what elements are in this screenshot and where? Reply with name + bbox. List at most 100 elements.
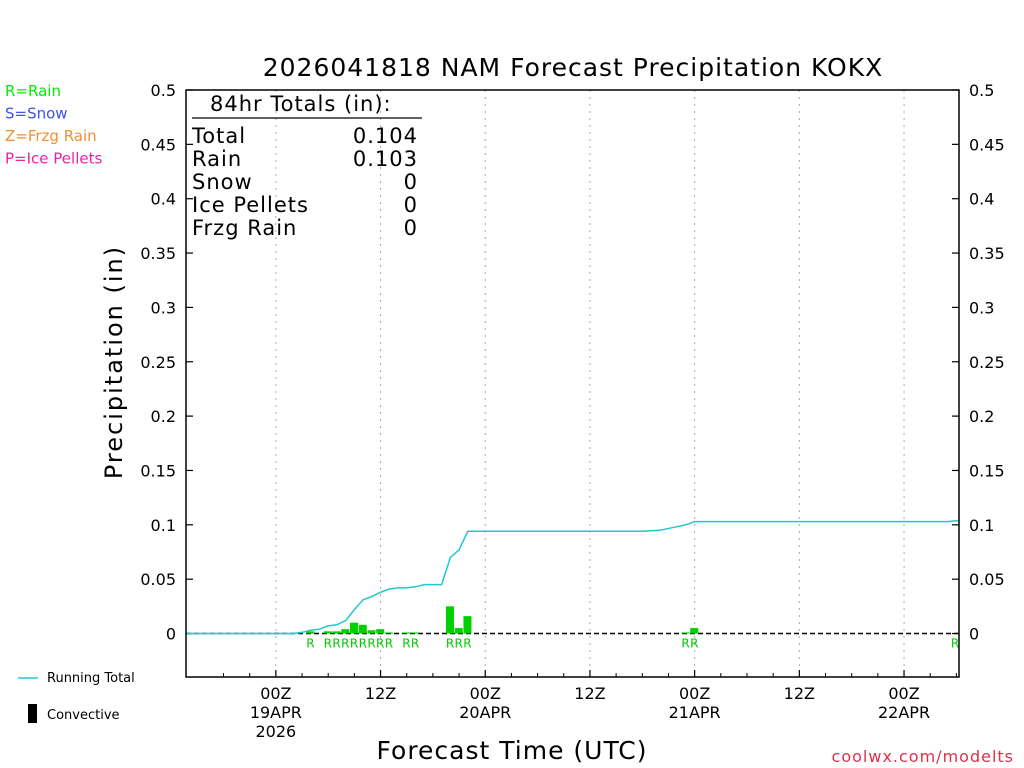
totals-row-label: Snow <box>192 170 253 194</box>
totals-row-value: 0.103 <box>353 147 418 171</box>
y-tick-label-right: 0.4 <box>969 190 994 209</box>
y-tick-label-left: 0.15 <box>140 461 176 480</box>
precip-bar <box>402 632 411 634</box>
y-tick-label-left: 0.25 <box>140 353 176 372</box>
y-tick-label-right: 0.1 <box>969 516 994 535</box>
y-tick-label-left: 0.45 <box>140 135 176 154</box>
ptype-mark: R <box>402 637 410 651</box>
precip-bar <box>411 632 420 634</box>
x-tick-label: 20APR <box>459 703 511 722</box>
y-tick-label-left: 0.35 <box>140 244 176 263</box>
ptype-mark: R <box>681 637 689 651</box>
y-tick-label-left: 0.05 <box>140 570 176 589</box>
y-tick-label-left: 0.1 <box>151 516 176 535</box>
x-tick-label: 12Z <box>365 684 396 703</box>
ptype-mark: R <box>463 637 471 651</box>
totals-box: 84hr Totals (in): Total 0.104 Rain 0.103 Sno… <box>191 92 422 240</box>
ptype-mark: R <box>455 637 463 651</box>
precip-bars <box>306 606 699 634</box>
y-tick-label-right: 0.3 <box>969 298 994 317</box>
y-tick-label-left: 0.4 <box>151 190 176 209</box>
vertical-gridlines <box>275 90 905 677</box>
x-tick-label: 2026 <box>256 722 297 741</box>
ptype-mark: R <box>359 637 367 651</box>
ptype-mark: R <box>385 637 393 651</box>
ptype-mark: R <box>411 637 419 651</box>
legend-entry: R=Rain <box>5 82 61 100</box>
bottom-legend: Running Total Convective <box>18 671 135 723</box>
ptype-mark: R <box>690 637 698 651</box>
precip-bar <box>690 628 699 634</box>
x-tick-label: 00Z <box>888 684 919 703</box>
y-tick-label-right: 0.25 <box>969 353 1005 372</box>
y-tick-label-right: 0.5 <box>969 81 994 100</box>
y-tick-label-right: 0 <box>969 625 979 644</box>
totals-row-label: Rain <box>192 147 242 171</box>
precip-bar <box>306 631 315 634</box>
precip-bar <box>454 628 463 634</box>
ptype-mark: R <box>350 637 358 651</box>
running-total-line <box>186 519 960 635</box>
ptype-mark: R <box>446 637 454 651</box>
ptype-mark: R <box>367 637 375 651</box>
y-tick-label-left: 0.5 <box>151 81 176 100</box>
legend-entry: S=Snow <box>5 105 68 123</box>
x-tick-label: 19APR <box>250 703 302 722</box>
y-tick-label-right: 0.45 <box>969 135 1005 154</box>
totals-header: 84hr Totals (in): <box>210 92 392 116</box>
ptype-legend: R=Rain S=Snow Z=Frzg Rain P=Ice Pellets <box>5 82 102 168</box>
totals-row-value: 0 <box>404 170 418 194</box>
x-axis-label: Forecast Time (UTC) <box>377 736 648 765</box>
precip-bar <box>384 632 393 634</box>
x-tick-label: 00Z <box>260 684 291 703</box>
y-tick-label-left: 0.3 <box>151 298 176 317</box>
y-tick-label-right: 0.05 <box>969 570 1005 589</box>
y-tick-label-right: 0.35 <box>969 244 1005 263</box>
totals-row-label: Ice Pellets <box>192 193 309 217</box>
precip-bar <box>445 606 455 634</box>
ptype-mark: R <box>332 637 340 651</box>
y-axis-label: Precipitation (in) <box>100 245 128 479</box>
precip-bar <box>367 630 376 634</box>
x-tick-label: 00Z <box>679 684 710 703</box>
ptype-mark: R <box>306 637 314 651</box>
precip-bar <box>376 629 385 634</box>
ptype-mark: R <box>341 637 349 651</box>
convective-legend-label: Convective <box>47 708 120 723</box>
y-tick-label-right: 0.15 <box>969 461 1005 480</box>
y-axis-left: 0 0.05 0.1 0.15 0.2 0.25 0.3 0.35 0.4 0.45 0.5 <box>140 81 193 644</box>
totals-row-label: Frzg Rain <box>192 216 297 240</box>
x-tick-label: 00Z <box>470 684 501 703</box>
precip-bar <box>332 631 341 634</box>
x-tick-label: 12Z <box>784 684 815 703</box>
legend-entry: Z=Frzg Rain <box>5 127 97 145</box>
totals-row-value: 0.104 <box>353 124 418 148</box>
y-tick-label-right: 0.2 <box>969 407 994 426</box>
totals-rows: Total 0.104 Rain 0.103 Snow 0 Ice Pellets 0 Frzg… <box>191 124 418 240</box>
y-axis-right: 0 0.05 0.1 0.15 0.2 0.25 0.3 0.35 0.4 0.45 0.5 <box>952 81 1005 644</box>
y-tick-label-left: 0.2 <box>151 407 176 426</box>
credit-text: coolwx.com/modelts <box>832 747 1014 766</box>
precip-bar <box>350 622 359 634</box>
x-tick-label: 21APR <box>669 703 721 722</box>
precip-bar <box>681 632 690 634</box>
plot-frame <box>185 89 960 678</box>
x-tick-label: 12Z <box>574 684 605 703</box>
ptype-mark: R <box>376 637 384 651</box>
convective-legend-swatch <box>28 704 37 723</box>
x-tick-label: 22APR <box>878 703 930 722</box>
legend-entry: P=Ice Pellets <box>5 150 102 168</box>
precip-bar <box>463 616 472 634</box>
totals-row-label: Total <box>191 124 246 148</box>
ptype-mark: R <box>324 637 332 651</box>
running-total-legend-label: Running Total <box>47 671 135 686</box>
chart-title: 2026041818 NAM Forecast Precipitation KO… <box>263 53 884 82</box>
ptype-mark: R <box>951 637 959 651</box>
precip-bar <box>358 624 367 634</box>
precip-bar <box>341 629 350 634</box>
y-tick-label-left: 0 <box>166 625 176 644</box>
totals-row-value: 0 <box>404 216 418 240</box>
